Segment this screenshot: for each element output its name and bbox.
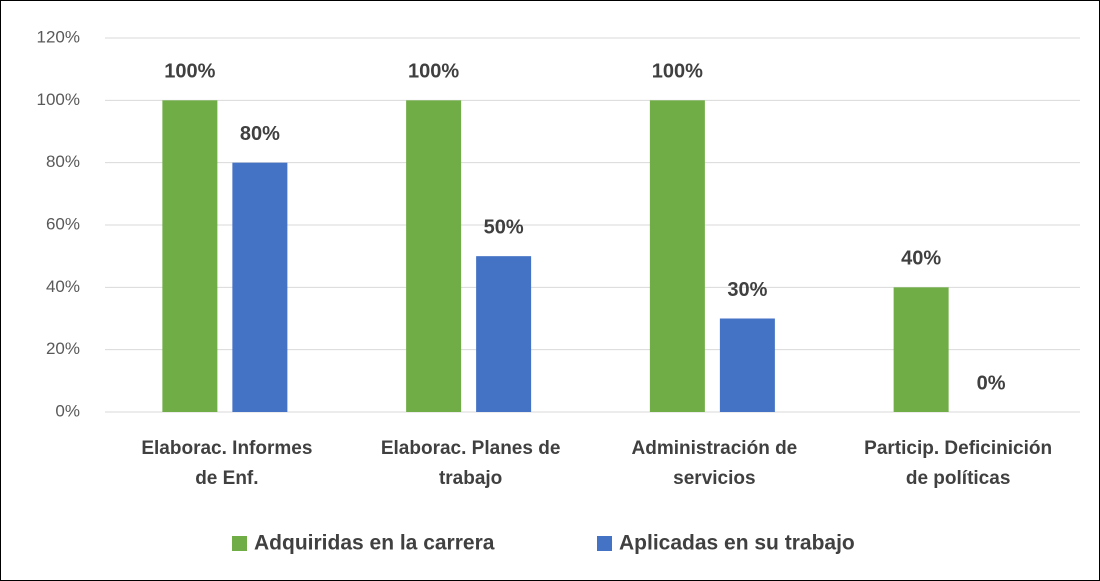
legend-label: Adquiridas en la carrera bbox=[254, 532, 495, 555]
y-tick-label: 40% bbox=[46, 277, 80, 296]
x-tick-label: Elaborac. Planes de trabajo bbox=[380, 438, 561, 489]
bar bbox=[162, 100, 218, 412]
value-label: 100% bbox=[652, 61, 703, 83]
value-label: 100% bbox=[408, 61, 459, 83]
value-label: 50% bbox=[484, 216, 524, 238]
legend-swatch bbox=[232, 536, 247, 551]
x-tick-label: Administración de servicios bbox=[631, 438, 798, 489]
x-tick-label: Particip. Deficinición de políticas bbox=[864, 438, 1053, 489]
y-tick-label: 120% bbox=[37, 27, 80, 46]
legend-swatch bbox=[597, 536, 612, 551]
y-tick-label: 60% bbox=[46, 214, 80, 233]
bar bbox=[649, 100, 705, 412]
y-tick-label: 0% bbox=[55, 401, 80, 420]
bar bbox=[719, 318, 775, 412]
bar bbox=[232, 162, 288, 412]
legend-label: Aplicadas en su trabajo bbox=[619, 532, 855, 555]
value-label: 80% bbox=[240, 123, 280, 145]
x-tick-label: Elaborac. Informes de Enf. bbox=[141, 438, 313, 489]
bar bbox=[406, 100, 462, 412]
value-label: 100% bbox=[164, 61, 215, 83]
value-label: 30% bbox=[727, 279, 767, 301]
y-tick-label: 20% bbox=[46, 339, 80, 358]
value-label: 0% bbox=[977, 372, 1006, 394]
y-tick-label: 100% bbox=[37, 90, 80, 109]
bar bbox=[476, 256, 532, 412]
bar bbox=[893, 287, 949, 412]
value-label: 40% bbox=[901, 248, 941, 270]
y-tick-label: 80% bbox=[46, 152, 80, 171]
